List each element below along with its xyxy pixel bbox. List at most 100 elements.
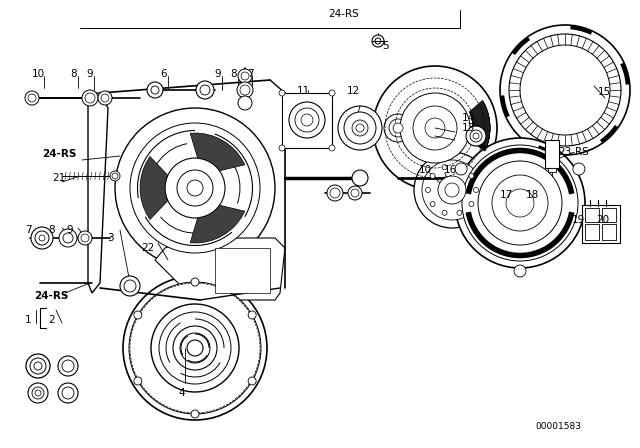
Circle shape: [25, 91, 39, 105]
Circle shape: [352, 170, 368, 186]
Circle shape: [301, 114, 313, 126]
Circle shape: [35, 390, 41, 396]
Text: 17: 17: [499, 190, 513, 200]
Text: 6: 6: [161, 69, 167, 79]
Bar: [585, 208, 599, 222]
Circle shape: [330, 188, 340, 198]
Circle shape: [59, 229, 77, 247]
Circle shape: [372, 35, 384, 47]
Circle shape: [30, 358, 46, 374]
Text: 21: 21: [52, 173, 65, 183]
Circle shape: [457, 165, 462, 170]
Circle shape: [289, 102, 325, 138]
Circle shape: [115, 108, 275, 268]
Circle shape: [375, 38, 381, 44]
Circle shape: [469, 202, 474, 207]
Polygon shape: [470, 105, 490, 151]
Text: 24-RS: 24-RS: [328, 9, 360, 19]
Text: 20: 20: [596, 215, 609, 225]
Circle shape: [389, 119, 407, 137]
Circle shape: [177, 170, 213, 206]
Circle shape: [384, 114, 412, 142]
Text: 18: 18: [526, 190, 540, 200]
Circle shape: [26, 354, 50, 378]
Circle shape: [438, 176, 466, 204]
Text: 19: 19: [572, 215, 584, 225]
Bar: [582, 205, 620, 243]
Polygon shape: [155, 238, 285, 300]
Circle shape: [457, 210, 462, 215]
Text: 13: 13: [462, 123, 476, 133]
Circle shape: [237, 82, 253, 98]
Bar: [602, 208, 616, 222]
Bar: [548, 168, 556, 172]
Circle shape: [151, 304, 239, 392]
Circle shape: [120, 276, 140, 296]
Circle shape: [187, 180, 203, 196]
Polygon shape: [470, 101, 490, 147]
Circle shape: [455, 138, 585, 268]
Polygon shape: [469, 100, 490, 146]
Circle shape: [81, 234, 89, 242]
Text: 7: 7: [25, 225, 31, 235]
Circle shape: [430, 173, 435, 178]
Circle shape: [509, 34, 621, 146]
Circle shape: [180, 333, 210, 363]
Circle shape: [400, 93, 470, 163]
Circle shape: [238, 69, 252, 83]
Circle shape: [173, 326, 217, 370]
Bar: [545, 140, 559, 168]
Polygon shape: [140, 156, 168, 220]
Text: 16: 16: [444, 165, 457, 175]
Polygon shape: [470, 104, 490, 151]
Circle shape: [473, 133, 479, 139]
Text: 9: 9: [86, 69, 93, 79]
Circle shape: [445, 183, 459, 197]
Circle shape: [101, 94, 109, 102]
Circle shape: [414, 152, 490, 228]
Circle shape: [351, 189, 359, 197]
Text: 3: 3: [107, 233, 113, 243]
Circle shape: [295, 108, 319, 132]
Polygon shape: [190, 205, 245, 243]
Circle shape: [58, 383, 78, 403]
Circle shape: [238, 96, 252, 110]
Circle shape: [442, 165, 447, 170]
Circle shape: [28, 94, 36, 102]
Circle shape: [466, 126, 486, 146]
Text: 9: 9: [214, 69, 221, 79]
Text: 12: 12: [346, 86, 360, 96]
Circle shape: [422, 160, 482, 220]
Bar: [602, 224, 616, 240]
Circle shape: [63, 233, 73, 243]
Circle shape: [147, 82, 163, 98]
Circle shape: [159, 312, 231, 384]
Circle shape: [279, 90, 285, 96]
Circle shape: [348, 186, 362, 200]
Circle shape: [514, 265, 526, 277]
Circle shape: [134, 311, 142, 319]
Circle shape: [34, 362, 42, 370]
Text: 8: 8: [70, 69, 77, 79]
Circle shape: [430, 202, 435, 207]
Circle shape: [151, 86, 159, 94]
Text: 11: 11: [296, 86, 310, 96]
Circle shape: [455, 163, 467, 175]
Text: 24-RS: 24-RS: [34, 291, 68, 301]
Circle shape: [492, 175, 548, 231]
Text: 4: 4: [179, 388, 186, 398]
Text: 5: 5: [382, 41, 388, 51]
Text: 2: 2: [49, 315, 55, 325]
Text: 15: 15: [598, 87, 611, 97]
Circle shape: [200, 85, 210, 95]
Text: 23-RS: 23-RS: [558, 147, 589, 157]
Bar: [282, 93, 332, 148]
Circle shape: [62, 387, 74, 399]
Circle shape: [191, 278, 199, 286]
Circle shape: [327, 185, 343, 201]
Circle shape: [123, 276, 267, 420]
Circle shape: [248, 377, 256, 385]
Circle shape: [469, 173, 474, 178]
Circle shape: [241, 72, 249, 80]
Circle shape: [573, 163, 585, 175]
